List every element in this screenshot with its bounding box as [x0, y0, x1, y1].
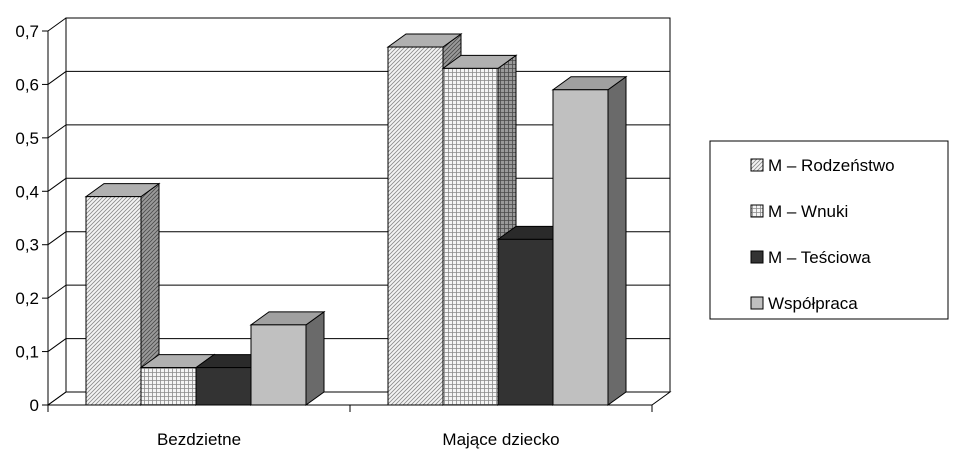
side-wall-gridline — [47, 231, 67, 246]
legend-swatch — [750, 158, 764, 172]
side-wall-gridline — [47, 391, 67, 406]
side-wall-gridline — [47, 284, 67, 299]
side-wall-gridline — [47, 338, 67, 352]
legend-item-m-teściowa: M – Teściowa — [750, 248, 871, 267]
y-tick-label: 0,4 — [15, 182, 39, 201]
legend: M – Rodzeństwo M – Wnuki M – Teściowa Współ… — [709, 140, 949, 320]
side-wall-gridline — [47, 124, 67, 139]
legend-label: M – Wnuki — [768, 202, 848, 221]
legend-label: M – Rodzeństwo — [768, 156, 895, 175]
y-tick-label: 0,7 — [15, 22, 39, 41]
category-label-bezdzietne: Bezdzietne — [157, 430, 241, 449]
legend-swatch — [750, 250, 764, 264]
bar-front — [387, 46, 444, 406]
y-tick-label: 0 — [30, 396, 39, 415]
legend-item-współpraca: Współpraca — [750, 294, 858, 313]
bar-front — [140, 367, 197, 406]
y-tick-labels: 0 0,1 0,2 0,3 0,4 0,5 0,6 0,7 — [15, 22, 39, 415]
legend-box — [709, 140, 949, 320]
category-label-mające-dziecko: Mające dziecko — [442, 430, 559, 449]
bar-front — [85, 196, 142, 406]
legend-swatch — [750, 204, 764, 218]
legend-label: Współpraca — [768, 294, 858, 313]
bar-front — [442, 67, 499, 406]
y-tick-label: 0,3 — [15, 236, 39, 255]
y-tick-label: 0,6 — [15, 75, 39, 94]
legend-item-m-wnuki: M – Wnuki — [750, 202, 848, 221]
side-wall-gridline — [47, 71, 67, 85]
y-tick-label: 0,5 — [15, 129, 39, 148]
bar-front — [552, 89, 609, 406]
side-wall-gridline — [47, 177, 67, 192]
legend-label: M – Teściowa — [768, 248, 871, 267]
bar-front — [250, 324, 307, 406]
bar-bezdzietne-współpraca — [249, 310, 326, 406]
bars — [84, 33, 628, 406]
bar-side — [607, 75, 627, 406]
category-labels: Bezdzietne Mające dziecko — [157, 430, 560, 449]
side-wall-gridline — [47, 17, 67, 32]
bar-side — [305, 310, 325, 406]
y-tick-label: 0,2 — [15, 289, 39, 308]
bar-front — [497, 238, 554, 406]
legend-swatch — [750, 296, 764, 310]
bar-mające-dziecko-współpraca — [551, 75, 628, 406]
y-tick-label: 0,1 — [15, 343, 39, 362]
bar-bezdzietne-m-rodzeństwo — [84, 182, 161, 406]
legend-item-m-rodzeństwo: M – Rodzeństwo — [750, 156, 895, 175]
bar-front — [195, 367, 252, 406]
